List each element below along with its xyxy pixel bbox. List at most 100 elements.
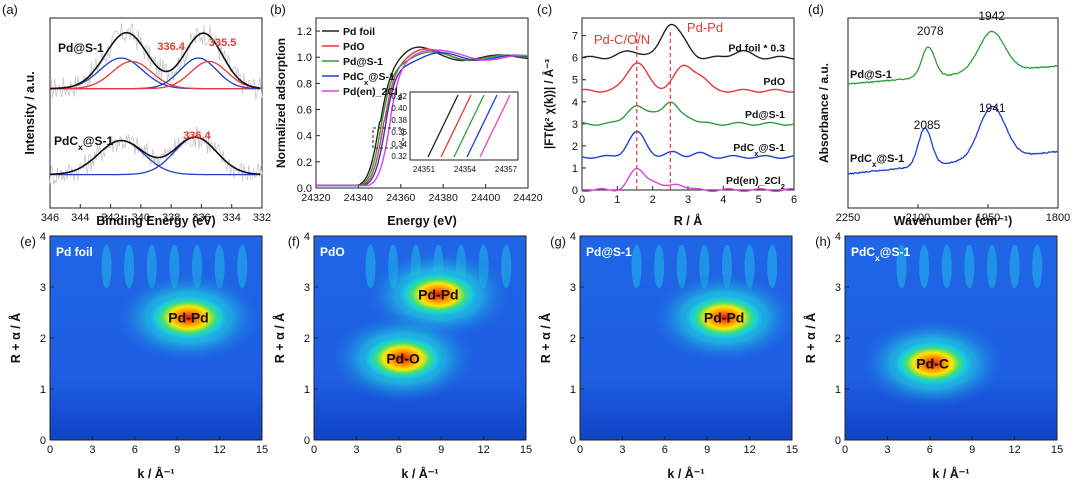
text-run: Pd@S-1 [343,56,383,68]
text-run: Pd-Pd [418,287,458,303]
text-run: 3 [40,282,46,294]
x-tick-label: 2 [650,194,656,206]
text-run: 3 [570,282,576,294]
x-tick-label: 340 [132,212,150,224]
text-run: 3 [619,444,625,456]
y-tick-label: 3 [40,282,46,294]
x-tick-label: 2250 [836,212,860,224]
text-run: 336.4 [183,130,211,142]
text-run: 12 [743,444,755,456]
ft-series-3 [581,130,795,159]
xanes-series-4 [316,49,529,187]
text-run: Pd(en)_2Cl [726,175,781,187]
text-run: 0 [835,435,841,447]
text-run: 2085 [914,118,941,132]
text-run: PdO [320,245,345,259]
heatmap-streak [941,244,952,289]
y-tick-label: 1 [572,163,578,175]
x-tick-label: 338 [162,212,180,224]
text-run: 0.32 [391,152,407,161]
y-axis-label: R + α / Å [272,313,287,363]
text-run: PdO [763,76,785,88]
text-run: (b) [270,2,286,17]
ft-series-1 [581,62,795,93]
text-run: 340 [132,212,150,224]
text-run: 2 [570,333,576,345]
inset-series-2 [453,94,485,158]
peak-label: 335.5 [209,37,237,49]
text-run: 0.42 [391,92,407,101]
text-run: 1950 [976,212,1000,224]
x-tick-label: 24320 [301,192,330,204]
x-tick-label: 5 [756,194,762,206]
text-run: Pd-Pd [704,310,744,326]
text-run: 0.36 [391,128,407,137]
text-run: 15 [256,444,268,456]
heatmap-streak [631,244,642,289]
y-axis-label: R + α / Å [538,313,553,363]
text-run: Pd@S-1 [745,109,785,121]
panel-a: (a) 346 344 342 340 338 336 334 332 Binding Energ… [2,2,271,228]
text-run: 1 [614,194,620,206]
annotation-label: Pd-Pd [687,20,723,35]
y-axis-label: R + α / Å [803,313,818,363]
text-run: 1942 [978,9,1005,23]
panel-label: (c) [537,2,552,17]
text-run: 24360 [386,192,415,204]
text-run: Pd-Pd [687,20,723,35]
x-tick-label: 15 [1051,444,1063,456]
y-tick-label: 1 [835,384,841,396]
text-run: PdC [54,134,78,148]
text-run: 1.2 [297,26,312,38]
text-run: 6 [572,53,578,65]
x-tick-label: 15 [786,444,798,456]
y-tick-label: 1 [570,384,576,396]
text-run: (f) [288,234,300,249]
ft-series-4 [581,167,795,192]
text-run: 24400 [471,192,500,204]
text-run: 9 [969,444,975,456]
plot-frame [49,17,263,209]
panel-d: (d) 2250 2100 1950 1800 Wavenumber (cm⁻¹) Abso… [808,2,1070,228]
inset-series-0 [427,94,459,158]
x-tick-label: 4 [720,194,726,206]
text-run: @S-1 [83,134,114,148]
heatmap-streak [767,244,778,289]
y-tick-label: 1 [304,384,310,396]
y-tick-label: 0.0 [297,183,312,195]
y-axis-label: Intensity / a.u. [23,71,37,154]
subscript: x [754,148,759,157]
panel-c: (c) 0 1 2 3 4 5 6 0 1 2 3 4 5 6 7 R / Å |FT(k² χ(k))| / Å… [537,2,797,228]
text-run: Pd foil [56,245,93,259]
x-tick-label: 6 [791,194,797,206]
text-run: PdC [851,245,875,259]
y-tick-label: 4 [835,231,841,243]
panel-label: (d) [808,2,824,17]
x-tick-label: 1800 [1046,212,1070,224]
y-tick-label: 2 [835,333,841,345]
y-tick-label: 3 [835,282,841,294]
text-run: 1 [570,384,576,396]
text-run: 12 [1008,444,1020,456]
x-tick-label: 0 [311,444,317,456]
text-run: Energy (eV) [387,214,456,228]
peak-label: 336.4 [157,41,185,53]
text-run: 3 [89,444,95,456]
ir-series-0 [848,30,1059,85]
x-tick-label: 12 [477,444,489,456]
text-run: 1 [835,384,841,396]
text-run: 0.4 [297,131,312,143]
text-run: Pd(en)_2Cl [343,86,398,98]
text-run: k / Å⁻¹ [667,466,704,481]
panel-label: (h) [815,234,831,249]
peak-label: 1941 [979,101,1006,115]
inset-y-tick: 0.38 [391,116,407,125]
text-run: (h) [815,234,831,249]
y-tick-label: 5 [572,75,578,87]
text-run: (e) [20,234,36,249]
hotspot-label: Pd-C [916,356,949,372]
text-run: 0.2 [297,157,312,169]
fit-envelope [50,136,261,176]
ft-series-label: Pd@S-1 [745,109,785,121]
text-run: 4 [835,231,841,243]
